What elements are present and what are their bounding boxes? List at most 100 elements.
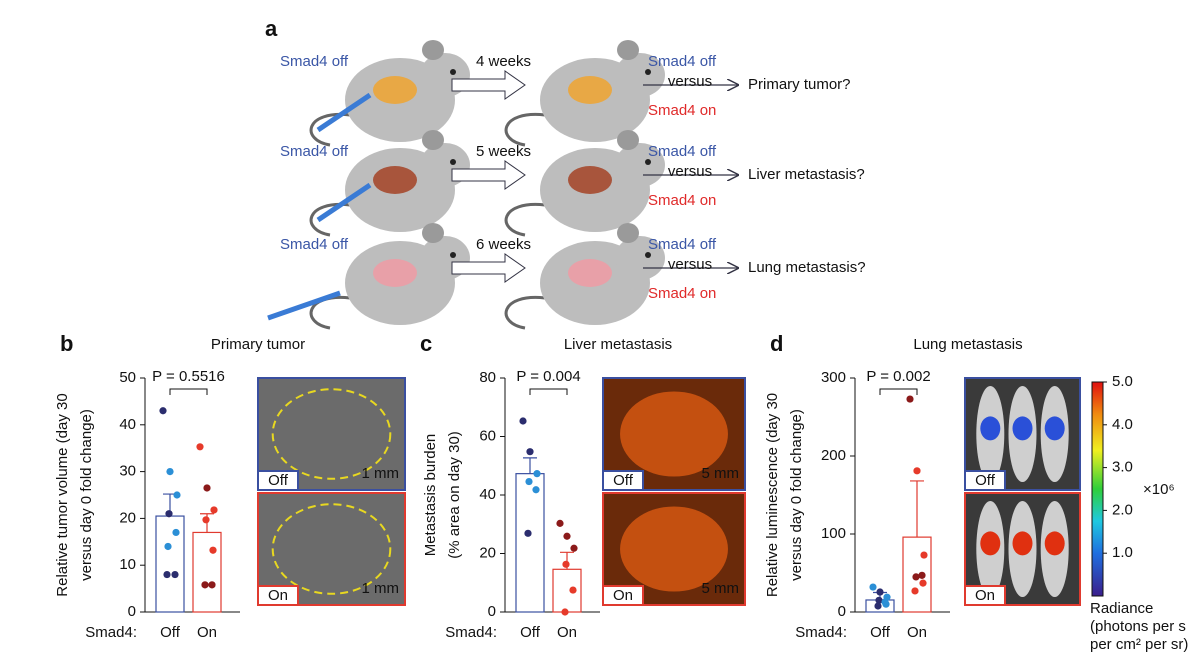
y-tick-label: 200 bbox=[821, 447, 846, 464]
group-label: Smad4: bbox=[445, 624, 497, 641]
mouse-eye bbox=[450, 69, 456, 75]
image-tag-box bbox=[964, 585, 1006, 606]
image-tag-box bbox=[602, 585, 644, 606]
category-label: On bbox=[197, 624, 217, 641]
time-label: 5 weeks bbox=[476, 143, 531, 160]
signal bbox=[1012, 531, 1033, 556]
tumor-outline bbox=[271, 388, 392, 480]
on-label: Smad4 on bbox=[648, 192, 716, 209]
group-label: Smad4 off bbox=[280, 236, 349, 253]
versus-label: versus bbox=[668, 73, 712, 90]
y-tick-label: 80 bbox=[479, 369, 496, 386]
y-tick-label: 0 bbox=[128, 603, 136, 620]
y-tick-label: 60 bbox=[479, 427, 496, 444]
data-point bbox=[920, 551, 928, 559]
mouse-eye bbox=[450, 252, 456, 258]
colorbar-tick-label: 2.0 bbox=[1112, 501, 1133, 518]
signal bbox=[1012, 416, 1033, 441]
question: Lung metastasis? bbox=[748, 259, 866, 276]
panel-label: c bbox=[420, 331, 432, 356]
data-point bbox=[874, 602, 882, 610]
scale-label: 5 mm bbox=[702, 580, 740, 597]
y-tick-label: 100 bbox=[821, 525, 846, 542]
data-point bbox=[561, 608, 569, 616]
mouse-ear bbox=[617, 40, 639, 60]
mouse-ear bbox=[617, 223, 639, 243]
colorbar-label: Radiance bbox=[1090, 600, 1153, 617]
image-tag: Off bbox=[268, 472, 289, 489]
colorbar-tick-label: 3.0 bbox=[1112, 459, 1133, 476]
versus-label: versus bbox=[668, 163, 712, 180]
data-point bbox=[869, 583, 877, 591]
organ bbox=[373, 166, 417, 194]
y-tick-label: 50 bbox=[119, 369, 136, 386]
mouse-ear bbox=[422, 223, 444, 243]
tumor-outline bbox=[271, 503, 392, 595]
mouse-head bbox=[615, 143, 665, 187]
category-label: Off bbox=[520, 624, 541, 641]
group-label: Smad4: bbox=[85, 624, 137, 641]
image-tag-box bbox=[257, 585, 299, 606]
bracket bbox=[169, 388, 208, 395]
signal bbox=[980, 416, 1001, 441]
colorbar-label: (photons per s bbox=[1090, 618, 1186, 635]
data-point bbox=[912, 573, 920, 581]
y-axis-label: Relative tumor volume (day 30 bbox=[54, 393, 71, 596]
p-value: P = 0.002 bbox=[866, 368, 930, 385]
image-tag: Off bbox=[975, 472, 996, 489]
data-point bbox=[208, 581, 216, 589]
data-point bbox=[918, 571, 926, 579]
category-label: On bbox=[557, 624, 577, 641]
question: Liver metastasis? bbox=[748, 166, 865, 183]
image-tag: On bbox=[975, 587, 995, 604]
mouse-eye bbox=[645, 252, 651, 258]
mouse-tail bbox=[309, 295, 351, 330]
arrow bbox=[451, 70, 526, 100]
off-label: Smad4 off bbox=[648, 53, 717, 70]
data-point bbox=[171, 570, 179, 579]
bar bbox=[155, 515, 185, 613]
panel-label: d bbox=[770, 331, 783, 356]
p-value: P = 0.004 bbox=[516, 368, 580, 385]
time-label: 4 weeks bbox=[476, 53, 531, 70]
data-point bbox=[209, 546, 217, 554]
panel-label: a bbox=[265, 16, 278, 41]
data-point bbox=[875, 596, 883, 604]
data-point bbox=[196, 443, 204, 451]
mouse-tail bbox=[504, 112, 546, 147]
bar bbox=[515, 473, 545, 613]
signal bbox=[980, 531, 1001, 556]
mouse-head bbox=[615, 236, 665, 280]
data-point bbox=[913, 467, 921, 475]
organ bbox=[373, 76, 417, 104]
data-point bbox=[201, 581, 209, 589]
data-point bbox=[562, 560, 570, 568]
off-label: Smad4 off bbox=[648, 143, 717, 160]
mouse-tail bbox=[504, 202, 546, 237]
y-tick-label: 30 bbox=[119, 463, 136, 480]
data-point bbox=[165, 510, 173, 518]
colorbar-tick-label: 1.0 bbox=[1112, 544, 1133, 561]
data-point bbox=[563, 532, 571, 540]
organ bbox=[568, 76, 612, 104]
scale-label: 1 mm bbox=[362, 465, 400, 482]
group-label: Smad4 off bbox=[280, 53, 349, 70]
image-tag: Off bbox=[613, 472, 634, 489]
data-point bbox=[532, 486, 540, 494]
colorbar-exponent: ×10⁶ bbox=[1143, 481, 1175, 498]
category-label: Off bbox=[160, 624, 181, 641]
y-axis-label: Metastasis burden bbox=[422, 434, 439, 557]
syringe bbox=[267, 290, 341, 321]
panel-label: b bbox=[60, 331, 73, 356]
mouse-ear bbox=[422, 40, 444, 60]
group-label: Smad4 off bbox=[280, 143, 349, 160]
mouse-ear bbox=[422, 130, 444, 150]
arrow bbox=[451, 253, 526, 283]
data-point bbox=[173, 491, 181, 499]
data-point bbox=[159, 407, 167, 415]
image-tag: On bbox=[268, 587, 288, 604]
mouse-head bbox=[615, 53, 665, 97]
versus-label: versus bbox=[668, 256, 712, 273]
y-axis-label: Relative luminescence (day 30 bbox=[764, 393, 781, 597]
